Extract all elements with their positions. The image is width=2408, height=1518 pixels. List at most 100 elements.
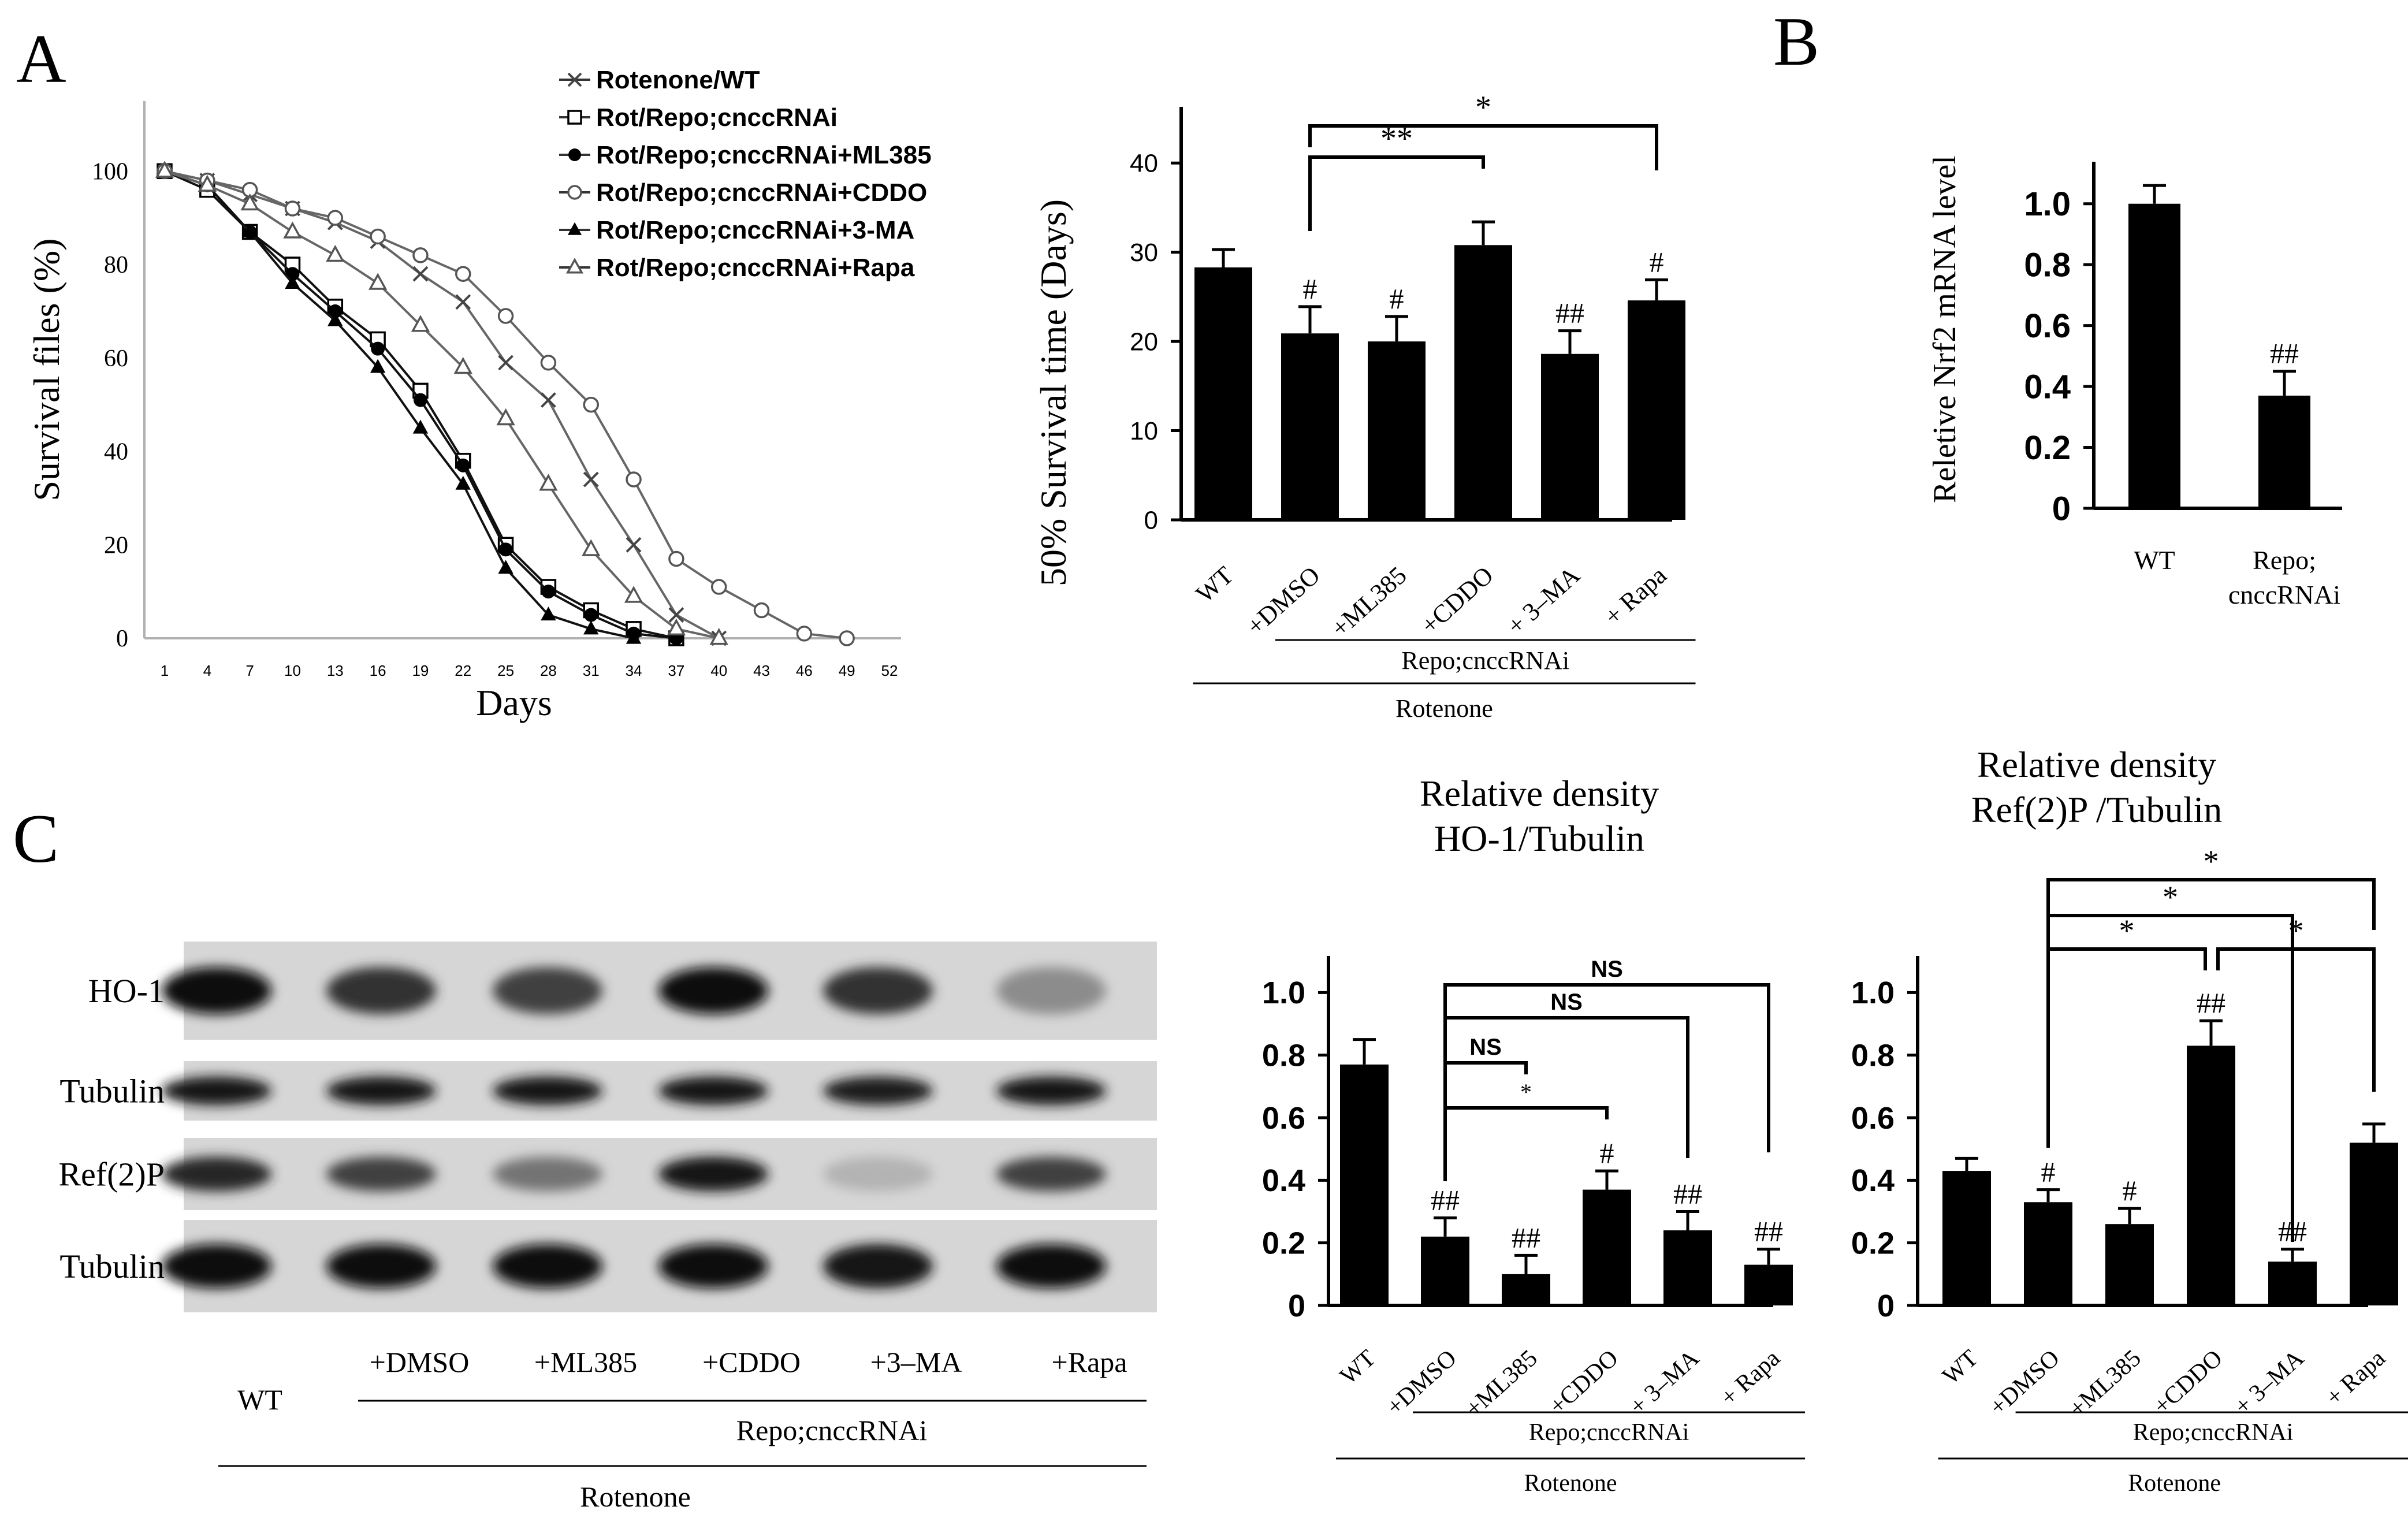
nrf2-bar-chart: 0 0.2 0.4 0.6 0.8 1.0 ## Reletive Nrf2 mRNA lev… [1927, 155, 2342, 609]
category-label: + Rapa [2321, 1345, 2391, 1411]
marker-circle-open [839, 630, 855, 646]
y-tick-label: 0.4 [1851, 1163, 1895, 1198]
x-tick-label: 1 [161, 662, 169, 679]
bracket-label: * [1475, 90, 1491, 125]
chart-title: Relative density [1420, 773, 1659, 814]
group-label: Repo;cnccRNAi [736, 1414, 927, 1446]
y-tick-label: 0.8 [1262, 1039, 1305, 1073]
x-tick-label: 31 [583, 662, 600, 679]
bar [1663, 1230, 1712, 1305]
blot-band [493, 1076, 602, 1106]
marker-circle-open [327, 210, 344, 226]
category-label: + 3–MA [1502, 561, 1586, 640]
significance-mark: ## [1555, 297, 1584, 329]
bar [1502, 1274, 1550, 1305]
marker-x [540, 392, 556, 408]
marker-circle-open [710, 579, 727, 595]
marker-triangle-filled [455, 475, 471, 490]
y-tick-label: 0.6 [2024, 307, 2071, 345]
significance-mark: ## [1431, 1184, 1460, 1216]
y-axis-title: 50% Survival time (Days) [1033, 199, 1074, 586]
marker-x [567, 72, 582, 87]
marker-triangle-filled [242, 224, 258, 238]
marker-triangle-filled [370, 359, 386, 373]
x-tick-label: 25 [497, 662, 514, 679]
blot-band [823, 967, 933, 1014]
marker-circle-open [567, 185, 582, 200]
y-tick-label: 100 [92, 158, 128, 185]
marker-triangle-open [709, 627, 728, 645]
bracket-label: NS [1469, 1035, 1502, 1060]
y-tick-label: 0.8 [1851, 1039, 1895, 1073]
series-3 [157, 163, 855, 646]
x-tick-label: 34 [626, 662, 642, 679]
marker-triangle-open [582, 539, 601, 556]
marker-circle-open [753, 602, 770, 619]
y-tick-label: 0 [1877, 1289, 1895, 1323]
legend-label: Rot/Repo;cnccRNAi+3-MA [596, 216, 914, 244]
y-tick-label: 20 [104, 532, 128, 559]
marker-circle-open [583, 396, 599, 413]
y-tick-label: 0.2 [1262, 1226, 1305, 1261]
marker-circle-filled [371, 341, 385, 356]
category-label: WT [1335, 1345, 1380, 1390]
category-label: WT [1190, 561, 1239, 608]
bar [2187, 1046, 2235, 1305]
x-tick-label: 22 [455, 662, 471, 679]
y-tick-label: 40 [104, 439, 128, 466]
series-4 [157, 162, 642, 644]
bracket-label: * [2163, 880, 2178, 914]
marker-triangle-filled [567, 222, 582, 235]
bar [1583, 1189, 1631, 1305]
y-axis-title: Survival files (%) [26, 239, 67, 501]
chart-title: HO-1/Tubulin [1434, 818, 1644, 859]
blot-band [658, 1076, 768, 1106]
bar [2350, 1143, 2398, 1305]
marker-triangle-filled [541, 607, 556, 621]
panel-label-b: B [1773, 3, 1819, 80]
legend-label: Rot/Repo;cnccRNAi [596, 103, 838, 132]
group-label: Repo;cnccRNAi [2133, 1419, 2294, 1446]
bar [2128, 203, 2180, 508]
category-label: +ML385 [2064, 1345, 2146, 1422]
category-label: +DMSO [1241, 561, 1326, 641]
significance-mark: ## [2270, 337, 2299, 370]
x-tick-label: 40 [710, 662, 727, 679]
category-label: +ML385 [1461, 1345, 1543, 1422]
group-label: Repo;cnccRNAi [1401, 646, 1569, 675]
blot-band [162, 1156, 271, 1192]
blot-band [823, 1156, 933, 1192]
bracket-label: * [2119, 913, 2135, 948]
bar [2024, 1202, 2072, 1305]
y-tick-label: 0 [1288, 1289, 1305, 1323]
marker-triangle-open [240, 193, 259, 211]
marker-triangle-open [667, 618, 686, 636]
group-label: Repo;cnccRNAi [1529, 1419, 1689, 1446]
comparison-bracket: ** [1308, 121, 1485, 231]
bracket-line [1308, 124, 1658, 170]
y-tick-label: 60 [104, 345, 128, 372]
bar [1281, 333, 1339, 520]
marker-triangle-open [565, 258, 584, 274]
blot-row-label: Ref(2)P [58, 1156, 165, 1193]
y-tick-label: 1.0 [1262, 976, 1305, 1010]
legend-label: Rot/Repo;cnccRNAi+Rapa [596, 254, 915, 282]
y-tick-label: 0 [2052, 490, 2071, 527]
marker-triangle-filled [285, 274, 300, 289]
marker-triangle-open [155, 161, 174, 178]
blot-band [996, 967, 1106, 1014]
marker-triangle-open [283, 221, 302, 239]
bar [2105, 1224, 2154, 1305]
marker-circle-open [668, 550, 684, 567]
significance-mark: # [2041, 1156, 2056, 1188]
significance-mark: # [1303, 273, 1317, 305]
marker-triangle-filled [327, 312, 343, 326]
bracket-line [1443, 1106, 1609, 1181]
panel-label-a: A [16, 20, 66, 97]
blot-row-label: HO-1 [88, 972, 165, 1010]
blot-row-label: Tubulin [59, 1073, 165, 1110]
bracket-label: * [2288, 913, 2304, 948]
marker-circle-filled [413, 393, 427, 407]
blot-band [162, 1244, 271, 1289]
bar [2258, 395, 2310, 508]
